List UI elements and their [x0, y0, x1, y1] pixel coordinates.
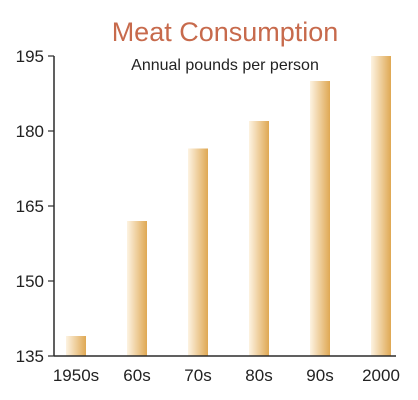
chart-subtitle: Annual pounds per person: [131, 57, 319, 74]
x-tick-label-2000: 2000: [362, 366, 400, 385]
y-tick-label-195: 195: [16, 47, 44, 66]
y-tick-label-180: 180: [16, 122, 44, 141]
y-tick-label-165: 165: [16, 197, 44, 216]
x-tick-label-90s: 90s: [306, 366, 333, 385]
plot-area: 135 150 165 180 195 1950s 60s 70s 80s 90s 2000: [16, 47, 400, 385]
x-tick-label-70s: 70s: [184, 366, 211, 385]
chart-title: Meat Consumption: [112, 17, 339, 47]
bar-90s: [310, 81, 330, 356]
bar-80s: [249, 121, 269, 356]
x-tick-label-60s: 60s: [123, 366, 150, 385]
x-tick-label-1950s: 1950s: [53, 366, 99, 385]
bar-60s: [127, 221, 147, 356]
y-tick-label-150: 150: [16, 272, 44, 291]
bar-1950s: [66, 336, 86, 356]
bar-2000: [371, 56, 391, 356]
x-tick-label-80s: 80s: [245, 366, 272, 385]
y-tick-label-135: 135: [16, 347, 44, 366]
bar-70s: [188, 148, 208, 356]
